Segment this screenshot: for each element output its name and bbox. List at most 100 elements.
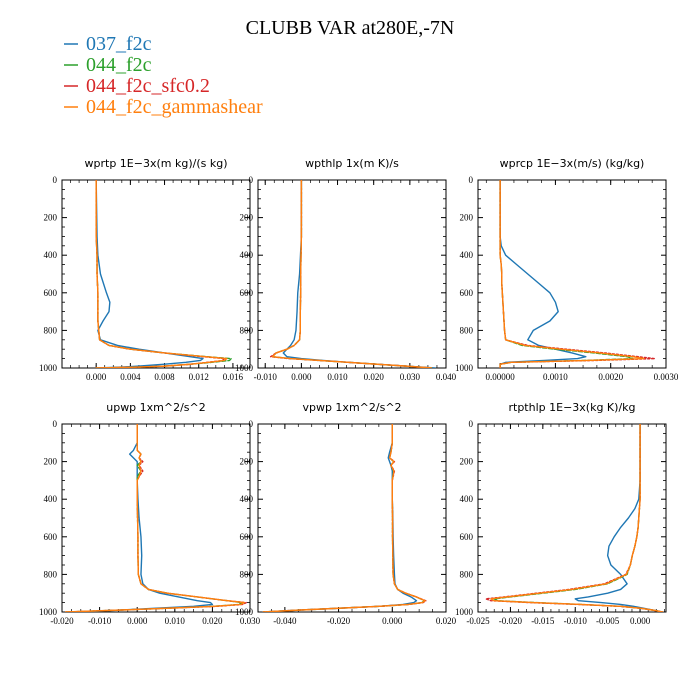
- panel-1: wpthlp 1x(m K)/s 0 200 400 600 800 1000-0.010 0…: [235, 157, 457, 382]
- panel-series-3: [65, 424, 247, 612]
- xtick-label-5-4: -0.005: [596, 616, 620, 626]
- ytick-label-0-1: 200: [44, 213, 58, 223]
- ytick-label-5-2: 400: [460, 494, 474, 504]
- ytick-label-1-3: 600: [240, 288, 254, 298]
- ytick-label-1-5: 1000: [235, 363, 254, 373]
- panel-5: rtpthlp 1E−3x(kg K)/kg02004006008001000-…: [455, 401, 667, 626]
- legend-label-1: 044_f2c: [86, 54, 152, 76]
- ytick-label-0-4: 800: [44, 325, 58, 335]
- series-line-4-3: [262, 424, 426, 612]
- legend: 037_f2c044_f2c044_f2c_sfc0.2044_f2c_gamm…: [64, 33, 263, 118]
- series-line-3-0: [80, 424, 214, 612]
- plot-grid: wprtp 1E−3x(m kg)/(s kg) 0 200 400 600 800 100…: [39, 157, 679, 626]
- series-line-0-3: [95, 180, 228, 368]
- panel-series-1: [269, 180, 436, 368]
- xtick-label-4-0: -0.040: [273, 616, 297, 626]
- panel-series-2: [499, 180, 656, 368]
- figure-title: CLUBB VAR at280E,-7N: [246, 17, 455, 39]
- xtick-label-5-0: -0.025: [466, 616, 490, 626]
- ytick-label-2-3: 600: [460, 288, 474, 298]
- ytick-label-1-4: 800: [240, 325, 254, 335]
- series-line-2-2: [499, 180, 656, 368]
- series-line-3-1: [65, 424, 244, 612]
- ytick-label-0-3: 600: [44, 288, 58, 298]
- panel-0: wprtp 1E−3x(m kg)/(s kg) 0 200 400 600 800 100…: [39, 157, 251, 382]
- panel-title-5: rtpthlp 1E−3x(kg K)/kg: [508, 401, 635, 414]
- ytick-label-0-2: 400: [44, 250, 58, 260]
- series-line-2-0: [499, 180, 587, 368]
- xtick-label-1-4: 0.030: [400, 372, 421, 382]
- xtick-label-1-1: 0.000: [291, 372, 312, 382]
- panel-frame-0: [61, 179, 251, 369]
- xtick-label-0-0: 0.000: [86, 372, 107, 382]
- series-line-2-3: [499, 180, 645, 368]
- series-line-3-2: [65, 424, 247, 612]
- xtick-label-3-3: 0.010: [165, 616, 186, 626]
- ytick-label-3-0: 0: [53, 419, 58, 429]
- panel-title-2: wprcp 1E−3x(m/s) (kg/kg): [500, 157, 645, 170]
- series-line-2-1: [499, 180, 634, 368]
- ytick-label-3-2: 400: [44, 494, 58, 504]
- series-line-4-2: [262, 424, 427, 612]
- xtick-label-3-1: -0.010: [88, 616, 112, 626]
- ytick-label-4-0: 0: [249, 419, 254, 429]
- series-line-0-2: [95, 180, 226, 368]
- series-line-4-0: [262, 424, 418, 612]
- series-line-5-3: [490, 424, 664, 612]
- ytick-label-4-2: 400: [240, 494, 254, 504]
- ytick-label-4-4: 800: [240, 569, 254, 579]
- series-line-1-1: [271, 180, 433, 368]
- panel-frame-1: [257, 179, 447, 369]
- xtick-label-3-2: 0.000: [127, 616, 148, 626]
- ytick-label-4-1: 200: [240, 457, 254, 467]
- panel-frame-4: [257, 423, 447, 613]
- ytick-label-0-0: 0: [53, 175, 58, 185]
- xtick-label-3-5: 0.030: [240, 616, 261, 626]
- xtick-label-1-3: 0.020: [364, 372, 385, 382]
- series-line-0-0: [95, 180, 204, 368]
- panel-frame-5: [477, 423, 667, 613]
- panel-series-4: [262, 424, 427, 612]
- legend-label-3: 044_f2c_gammashear: [86, 96, 263, 118]
- series-line-4-1: [262, 424, 426, 612]
- series-line-5-1: [493, 424, 664, 612]
- panel-series-0: [95, 180, 232, 368]
- panel-title-4: vpwp 1xm^2/s^2: [302, 401, 401, 414]
- xtick-label-5-3: -0.010: [564, 616, 588, 626]
- ytick-label-2-1: 200: [460, 213, 474, 223]
- xtick-label-0-1: 0.004: [120, 372, 141, 382]
- ytick-label-1-1: 200: [240, 213, 254, 223]
- xtick-label-2-2: 0.0020: [598, 372, 623, 382]
- series-line-1-0: [282, 180, 436, 368]
- xtick-label-1-2: 0.010: [327, 372, 348, 382]
- xtick-label-4-3: 0.020: [436, 616, 457, 626]
- xtick-label-2-0: 0.00000: [485, 372, 515, 382]
- xtick-label-5-5: 0.000: [630, 616, 651, 626]
- panel-title-1: wpthlp 1x(m K)/s: [305, 157, 399, 170]
- xtick-label-3-0: -0.020: [50, 616, 74, 626]
- xtick-label-0-4: 0.016: [223, 372, 244, 382]
- legend-label-0: 037_f2c: [86, 33, 152, 55]
- ytick-label-2-0: 0: [469, 175, 474, 185]
- xtick-label-5-2: -0.015: [531, 616, 555, 626]
- panel-frame-3: [61, 423, 251, 613]
- xtick-label-5-1: -0.020: [499, 616, 523, 626]
- xtick-label-2-3: 0.0030: [654, 372, 679, 382]
- xtick-label-4-2: 0.000: [382, 616, 403, 626]
- xtick-label-1-0: -0.010: [254, 372, 278, 382]
- series-line-5-2: [485, 424, 664, 612]
- ytick-label-1-0: 0: [249, 175, 254, 185]
- series-line-1-3: [271, 180, 433, 368]
- ytick-label-4-5: 1000: [235, 607, 254, 617]
- ytick-label-5-4: 800: [460, 569, 474, 579]
- xtick-label-2-1: 0.0010: [543, 372, 568, 382]
- ytick-label-5-3: 600: [460, 532, 474, 542]
- ytick-label-3-5: 1000: [39, 607, 58, 617]
- ytick-label-4-3: 600: [240, 532, 254, 542]
- ytick-label-2-5: 1000: [455, 363, 474, 373]
- series-line-0-1: [95, 180, 232, 368]
- panel-2: wprcp 1E−3x(m/s) (kg/kg) 0 200 400 600 800 100…: [455, 157, 679, 382]
- panel-4: vpwp 1xm^2/s^2 0 200 400 600 800 1000 -0.040 -0.…: [235, 401, 457, 626]
- ytick-label-3-3: 600: [44, 532, 58, 542]
